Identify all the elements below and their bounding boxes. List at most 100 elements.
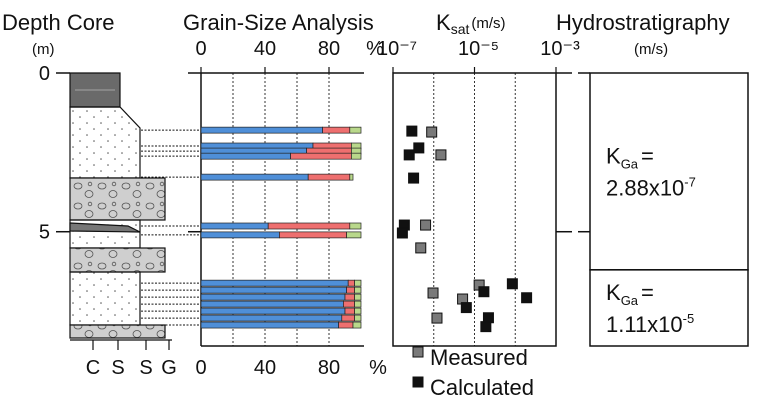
- legend-swatch: [412, 346, 424, 358]
- bar-segment: [200, 231, 280, 239]
- bar-segment: [346, 286, 355, 294]
- subscript: Ga: [621, 156, 639, 171]
- ksat-symbol: K: [436, 10, 451, 35]
- ksat-title: Ksat (m/s): [436, 10, 506, 37]
- ksat-sub: sat: [451, 21, 470, 37]
- bar-segment: [200, 126, 323, 134]
- bar-segment: [279, 231, 347, 239]
- symbol: K: [606, 280, 621, 305]
- depth-title: Depth Core: [2, 10, 115, 35]
- y-tick-label: 5: [39, 222, 50, 244]
- x-tick-label: 10⁻³: [540, 38, 580, 60]
- bar-segment: [352, 321, 362, 329]
- symbol: K: [606, 143, 621, 168]
- hydro-value: 2.88x10-7: [606, 174, 696, 200]
- sand-layer: [69, 106, 141, 179]
- point: [506, 278, 518, 290]
- bar-segment: [200, 152, 291, 160]
- x-tick-label: 0: [195, 38, 206, 60]
- hydro-unit: (m/s): [634, 41, 668, 58]
- point: [413, 142, 425, 154]
- x-tick-label: 40: [254, 357, 276, 379]
- bar-segment: [344, 293, 355, 301]
- hydro-unit: [589, 72, 749, 271]
- bar-segment: [347, 279, 355, 287]
- point: [427, 287, 439, 299]
- bar-segment: [200, 222, 269, 230]
- point: [403, 149, 415, 161]
- class-label: G: [161, 357, 177, 379]
- bar-segment: [267, 222, 351, 230]
- equals: =: [641, 143, 654, 168]
- gravel-layer: [69, 177, 166, 221]
- y-tick-label: 0: [39, 63, 50, 85]
- point: [431, 312, 443, 324]
- class-label: S: [139, 357, 152, 379]
- bar-segment: [200, 286, 347, 294]
- x-tick-label: 80: [318, 357, 340, 379]
- class-label: S: [111, 357, 124, 379]
- point: [408, 172, 420, 184]
- hydro-unit: [589, 269, 749, 347]
- bar-segment: [307, 173, 351, 181]
- bar-segment: [354, 279, 362, 287]
- bar-segment: [200, 173, 309, 181]
- hydro-title: Hydrostratigraphy: [556, 10, 730, 35]
- x-tick-label: 10⁻⁵: [458, 38, 499, 60]
- mantissa: 2.88x10: [606, 175, 684, 200]
- point: [521, 292, 533, 304]
- lithology-column: [69, 72, 166, 339]
- bar-segment: [200, 279, 349, 287]
- grain-title: Grain-Size Analysis: [183, 10, 374, 35]
- point: [426, 126, 438, 138]
- hydro-symbol: KGa =: [606, 280, 654, 308]
- point: [480, 321, 492, 333]
- point: [420, 219, 432, 231]
- x-unit: %: [366, 38, 384, 60]
- depth-unit: (m): [32, 41, 55, 58]
- bar-segment: [200, 300, 344, 308]
- legend-label: Calculated: [430, 375, 534, 400]
- subscript: Ga: [621, 293, 639, 308]
- bar-segment: [200, 293, 346, 301]
- point: [460, 302, 472, 314]
- gravel-layer: [69, 324, 166, 339]
- bar-segment: [200, 307, 346, 315]
- clay-lens: [69, 222, 141, 233]
- bar-segment: [354, 307, 362, 315]
- bar-segment: [344, 307, 355, 315]
- x-tick-label: 10⁻⁷: [377, 38, 417, 60]
- point: [435, 149, 447, 161]
- ksat-unit: (m/s): [471, 15, 505, 32]
- hydro-value: 1.11x10-5: [606, 311, 694, 337]
- point: [415, 242, 427, 254]
- gravel-layer: [69, 247, 166, 273]
- bar-segment: [354, 293, 362, 301]
- bar-segment: [341, 314, 355, 322]
- bar-segment: [354, 314, 362, 322]
- x-tick-label: 40: [254, 38, 276, 60]
- bar-segment: [354, 286, 362, 294]
- bar-segment: [346, 231, 362, 239]
- legend-swatch: [412, 376, 424, 388]
- bar-segment: [200, 321, 339, 329]
- sand-layer: [69, 271, 141, 326]
- point: [396, 227, 408, 239]
- bar-segment: [354, 300, 362, 308]
- bar-segment: [200, 314, 343, 322]
- bar-segment: [322, 126, 351, 134]
- point: [406, 125, 418, 137]
- bar-segment: [349, 173, 354, 181]
- bar-segment: [349, 126, 362, 134]
- bar-segment: [351, 152, 362, 160]
- exponent: -5: [683, 311, 695, 326]
- x-tick-label: 0: [195, 357, 206, 379]
- class-label: C: [86, 357, 100, 379]
- bar-segment: [338, 321, 354, 329]
- bar-segment: [349, 222, 362, 230]
- x-unit: %: [369, 357, 387, 379]
- legend-label: Measured: [430, 345, 528, 370]
- x-tick-label: 80: [318, 38, 340, 60]
- point: [478, 286, 490, 298]
- exponent: -7: [684, 174, 696, 189]
